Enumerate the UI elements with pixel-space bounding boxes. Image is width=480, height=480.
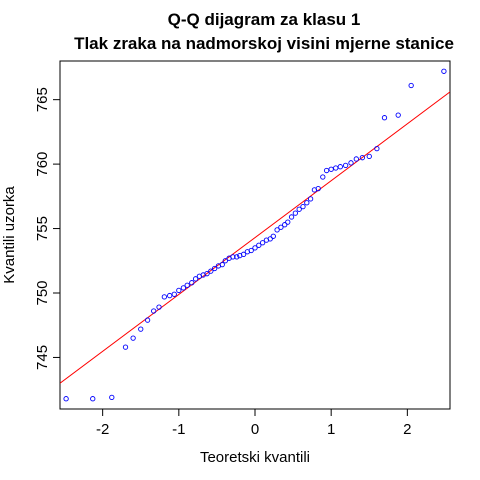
data-point [252, 245, 258, 251]
data-point [323, 167, 330, 174]
data-point [342, 162, 349, 169]
x-axis: -2 -1 0 1 2 [96, 409, 412, 438]
data-point [234, 254, 240, 260]
data-point [109, 394, 115, 401]
data-point [315, 185, 321, 192]
data-point [63, 396, 69, 402]
x-tick-label: -2 [96, 421, 109, 438]
data-point [90, 396, 96, 402]
y-axis-label: Kvantili uzorka [1, 186, 18, 284]
y-tick-label: 745 [34, 345, 51, 370]
data-point [366, 153, 372, 160]
x-tick-label: 2 [403, 421, 411, 438]
data-point [307, 196, 314, 202]
data-point [189, 280, 195, 286]
data-point [441, 68, 447, 74]
chart-title: Q-Q dijagram za klasu 1 [168, 10, 361, 29]
y-tick-label: 755 [34, 216, 51, 241]
data-point [211, 265, 218, 272]
data-point [138, 326, 144, 332]
data-points [63, 68, 447, 402]
data-point [184, 282, 190, 288]
data-point [348, 160, 354, 166]
data-point [122, 344, 129, 350]
y-tick-label: 760 [34, 152, 51, 177]
data-point [304, 200, 310, 206]
data-point [259, 240, 266, 246]
data-point [292, 210, 299, 216]
data-point [267, 236, 273, 242]
data-point [285, 219, 291, 225]
x-tick-label: -1 [172, 421, 185, 438]
data-point [395, 112, 401, 118]
data-point [222, 258, 228, 264]
data-point [180, 285, 187, 291]
data-point [282, 222, 288, 228]
data-point [274, 227, 280, 233]
reference-line [60, 91, 450, 384]
data-point [256, 242, 262, 248]
data-point [219, 261, 225, 268]
data-point [204, 271, 210, 277]
data-point [161, 294, 168, 300]
data-point [167, 292, 173, 299]
data-point [328, 166, 334, 172]
x-tick-label: 1 [327, 421, 335, 438]
x-axis-label: Teoretski kvantili [200, 449, 310, 466]
data-point [130, 335, 136, 341]
data-point [176, 287, 182, 294]
data-point [300, 203, 306, 210]
data-point [359, 155, 366, 161]
y-tick-label: 750 [34, 280, 51, 305]
data-point [353, 156, 359, 162]
data-point [296, 206, 302, 212]
data-point [270, 233, 276, 239]
data-point [240, 251, 247, 257]
data-point [192, 276, 199, 282]
data-point [278, 224, 284, 230]
data-point [408, 82, 414, 89]
data-point [151, 308, 157, 314]
data-point [333, 165, 339, 171]
y-tick-label: 765 [34, 87, 51, 112]
data-point [288, 214, 295, 220]
data-point [337, 164, 343, 170]
data-point [320, 174, 326, 180]
data-point [171, 291, 177, 297]
chart-subtitle: Tlak zraka na nadmorskoj visini mjerne s… [74, 34, 454, 53]
x-tick-label: 0 [251, 421, 259, 438]
data-point [230, 254, 236, 260]
data-point [144, 317, 151, 323]
data-point [156, 304, 162, 310]
data-point [248, 247, 254, 254]
data-point [381, 115, 388, 121]
data-point [208, 268, 214, 274]
data-point [374, 145, 380, 152]
y-axis: 745 750 755 760 765 [34, 87, 60, 370]
